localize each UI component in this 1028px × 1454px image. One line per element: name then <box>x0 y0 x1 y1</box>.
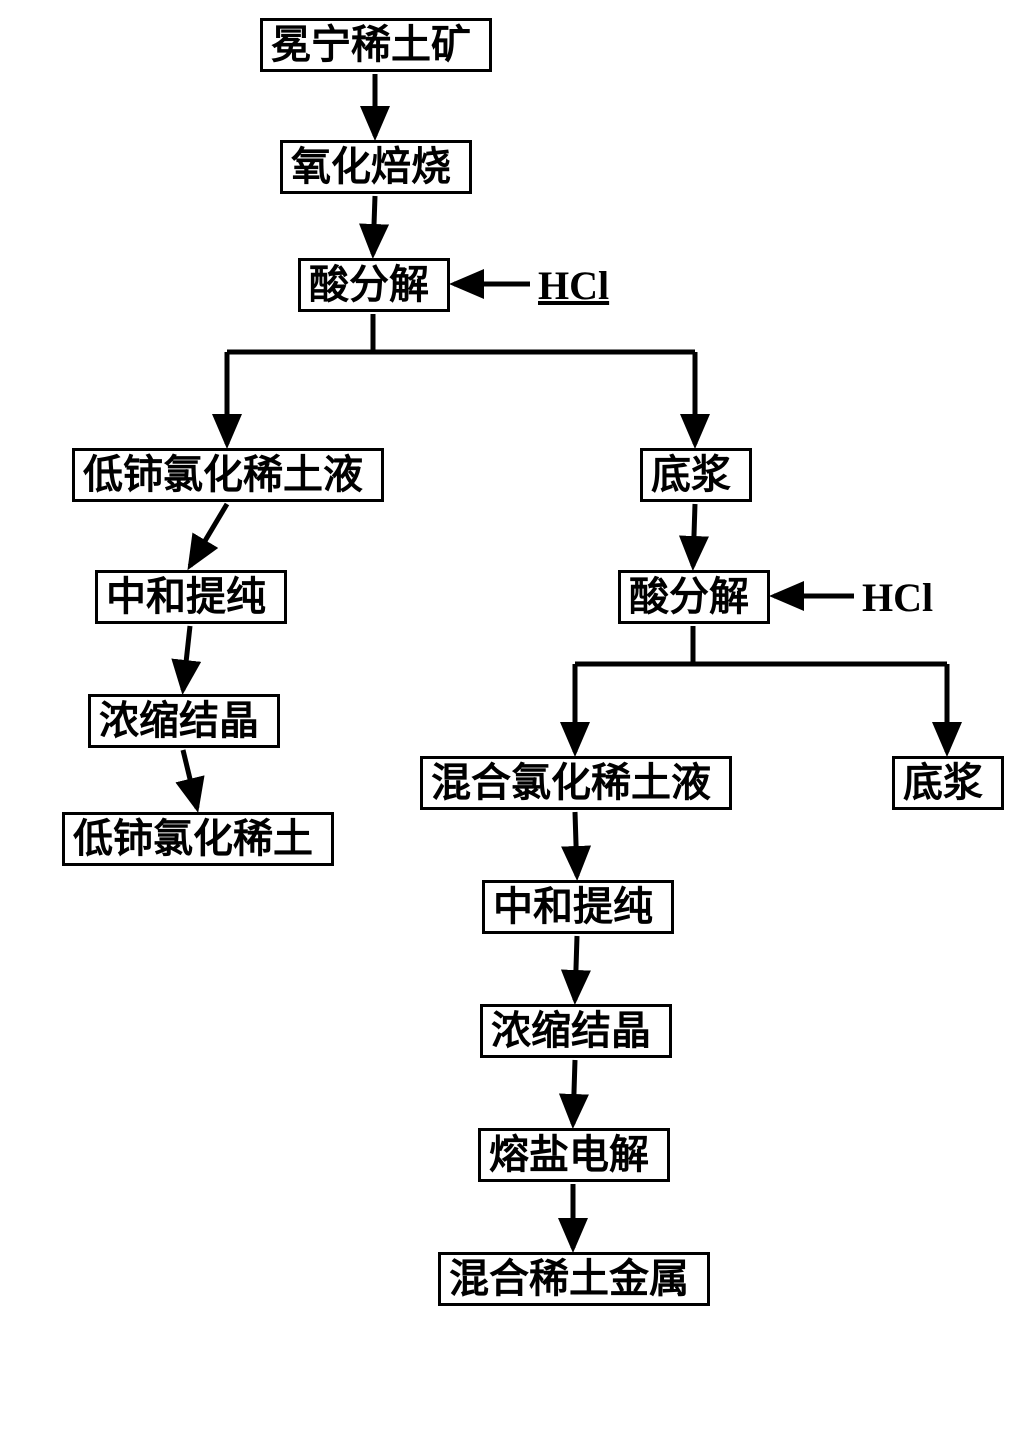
flow-node-n8: 底浆 <box>640 448 752 502</box>
flow-node-n3: 酸分解 <box>298 258 450 312</box>
flow-node-n10: 混合氯化稀土液 <box>420 756 732 810</box>
flow-node-n13: 浓缩结晶 <box>480 1004 672 1058</box>
flow-node-n12: 中和提纯 <box>482 880 674 934</box>
flow-node-n14: 熔盐电解 <box>478 1128 670 1182</box>
flow-node-n9: 酸分解 <box>618 570 770 624</box>
flow-node-n6: 浓缩结晶 <box>88 694 280 748</box>
flow-label-l2: HCl <box>862 574 933 621</box>
flow-node-n5: 中和提纯 <box>95 570 287 624</box>
flow-node-n4: 低铈氯化稀土液 <box>72 448 384 502</box>
flow-node-n1: 冕宁稀土矿 <box>260 18 492 72</box>
flow-node-n15: 混合稀土金属 <box>438 1252 710 1306</box>
flow-node-n11: 底浆 <box>892 756 1004 810</box>
flow-node-n2: 氧化焙烧 <box>280 140 472 194</box>
flow-label-l1: HCl <box>538 262 609 309</box>
flow-node-n7: 低铈氯化稀土 <box>62 812 334 866</box>
